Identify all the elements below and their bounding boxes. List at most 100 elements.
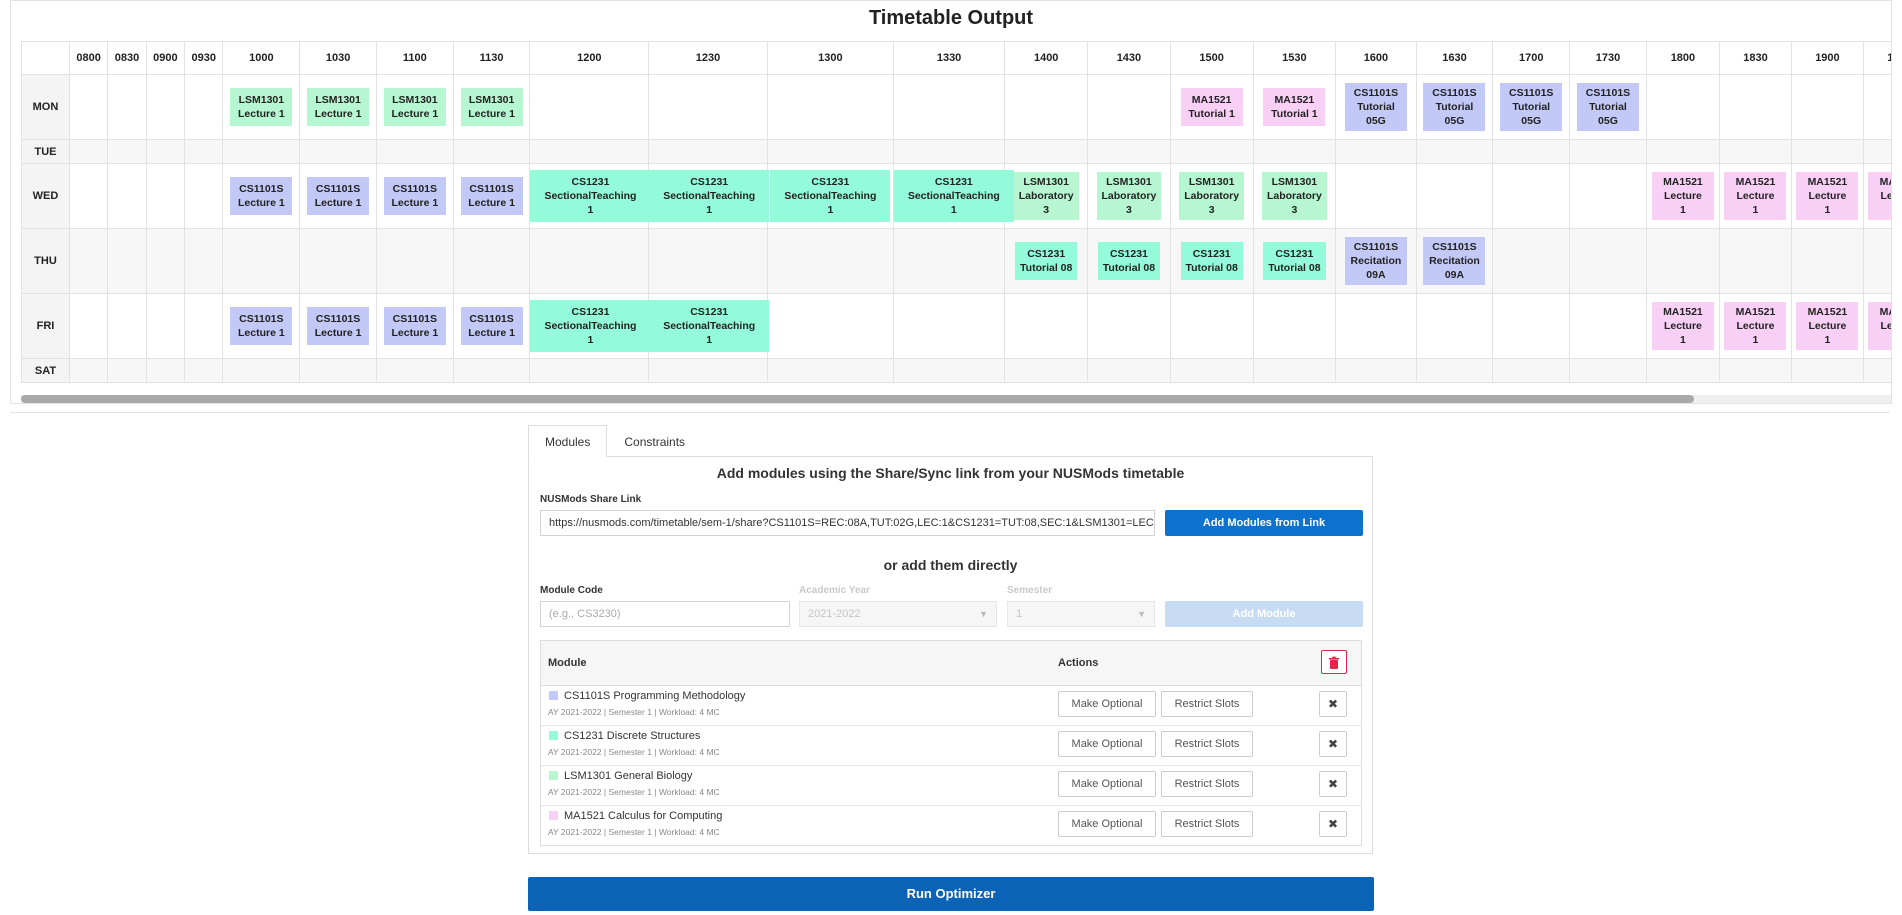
academic-year-select: 2021-2022 ▼ [799,601,997,627]
lesson-slot[interactable]: MA1521 Lecture 1 [1724,302,1787,350]
lesson-slot[interactable]: CS1101S Lecture 1 [307,177,370,215]
lesson-slot[interactable]: LSM1301 Lecture 1 [307,88,370,126]
lesson-slot[interactable]: LSM1301 Laboratory 3 [1179,172,1245,220]
day-label: WED [21,163,70,229]
scrollbar-thumb[interactable] [21,395,1695,403]
lesson-slot[interactable]: CS1231 SectionalTeaching 1 [770,170,891,222]
lesson-slot[interactable]: LSM1301 Lecture 1 [230,88,293,126]
tab-constraints[interactable]: Constraints [624,435,686,449]
lesson-slot[interactable]: LSM1301 Laboratory 3 [1013,172,1079,220]
timetable-cell [299,358,377,383]
timetable-cell [145,358,186,383]
timetable-cell: CS1231 Tutorial 08 [1169,228,1254,294]
timetable-cell: LSM1301 Lecture 1 [299,74,377,140]
timetable-cell [1004,293,1089,359]
timetable-cell: CS1101S Tutorial 05G [1335,74,1417,140]
lesson-slot[interactable]: MA1521 Lecture 1 [1651,172,1714,220]
share-link-input[interactable]: https://nusmods.com/timetable/sem-1/shar… [540,510,1155,536]
restrict-slots-button[interactable]: Restrict Slots [1161,771,1253,797]
make-optional-button[interactable]: Make Optional [1058,811,1156,837]
remove-module-button[interactable]: ✖ [1319,771,1347,797]
lesson-slot[interactable]: CS1231 SectionalTeaching 1 [530,170,651,222]
module-row: MA1521 Calculus for Computing AY 2021-202… [541,806,1361,845]
timetable-cell [1004,74,1089,140]
add-directly-heading: or add them directly [883,557,1018,573]
lesson-slot[interactable]: MA1521 Tutorial 1 [1180,88,1243,126]
lesson-slot[interactable]: CS1101S Lecture 1 [230,307,293,345]
lesson-slot[interactable]: CS1231 Tutorial 08 [1180,242,1243,280]
lesson-slot[interactable]: CS1101S Tutorial 05G [1500,83,1563,131]
timetable-cell: LSM1301 Laboratory 3 [1004,163,1089,229]
lesson-slot[interactable]: CS1231 SectionalTeaching 1 [893,170,1014,222]
clear-all-modules-button[interactable] [1321,650,1347,674]
module-color-swatch [549,691,558,700]
lesson-slot[interactable]: MA1521 Lecture 1 [1796,172,1859,220]
timetable-cell: MA1521 Lecture 1 [1719,293,1792,359]
lesson-slot[interactable]: CS1231 SectionalTeaching 1 [649,170,770,222]
lesson-slot[interactable]: CS1231 SectionalTeaching 1 [530,300,651,352]
lesson-slot[interactable]: CS1231 Tutorial 08 [1015,242,1078,280]
timetable-cell [299,228,377,294]
lesson-slot[interactable]: CS1101S Recitation 09A [1423,237,1486,285]
lesson-slot[interactable]: CS1101S Lecture 1 [460,307,523,345]
time-header: 1830 [1719,41,1792,75]
timetable-cell [1335,358,1417,383]
timetable-cell [1569,358,1647,383]
lesson-slot[interactable]: MA1521 Lecture 1 [1651,302,1714,350]
timetable-horizontal-scrollbar[interactable] [21,395,1891,403]
lesson-slot[interactable]: LSM1301 Laboratory 3 [1261,172,1327,220]
modules-table-header: Module Actions [541,641,1361,686]
timetable-cell [1169,139,1254,164]
tab-modules[interactable]: Modules [528,425,608,457]
lesson-slot[interactable]: CS1101S Tutorial 05G [1344,83,1407,131]
day-label: SAT [21,358,70,383]
remove-module-button[interactable]: ✖ [1319,811,1347,837]
lesson-slot[interactable]: CS1101S Tutorial 05G [1576,83,1639,131]
restrict-slots-button[interactable]: Restrict Slots [1161,731,1253,757]
timetable-cell [1790,74,1864,140]
lesson-slot[interactable]: MA1521 Lecture 1 [1724,172,1787,220]
lesson-slot[interactable]: CS1101S Lecture 1 [383,177,446,215]
timetable-cell [145,228,186,294]
semester-value: 1 [1016,608,1023,620]
time-header: 1100 [375,41,454,75]
chevron-down-icon: ▼ [1137,609,1146,619]
timetable-cell [529,358,650,383]
lesson-slot[interactable]: LSM1301 Lecture 1 [460,88,523,126]
lesson-slot[interactable]: LSM1301 Lecture 1 [383,88,446,126]
timetable-cell: LSM1301 Lecture 1 [452,74,531,140]
tab-bar: Modules Constraints [528,425,1373,457]
restrict-slots-button[interactable]: Restrict Slots [1161,691,1253,717]
lesson-slot[interactable]: CS1101S Lecture 1 [383,307,446,345]
remove-module-button[interactable]: ✖ [1319,731,1347,757]
lesson-slot[interactable]: MA1521 Tutorial 1 [1263,88,1326,126]
make-optional-button[interactable]: Make Optional [1058,691,1156,717]
lesson-slot[interactable]: CS1101S Lecture 1 [307,307,370,345]
module-meta: AY 2021-2022 | Semester 1 | Workload: 4 … [548,747,720,757]
lesson-slot[interactable]: CS1101S Tutorial 05G [1423,83,1486,131]
lesson-slot[interactable]: CS1231 SectionalTeaching 1 [649,300,770,352]
restrict-slots-button[interactable]: Restrict Slots [1161,811,1253,837]
timetable-title: Timetable Output [868,7,1034,29]
module-code-input[interactable]: (e.g., CS3230) [540,601,790,627]
lesson-slot[interactable]: MA1521 Lecture 1 [1868,302,1891,350]
lesson-slot[interactable]: MA1521 Lecture 1 [1796,302,1859,350]
time-header: 1430 [1087,41,1171,75]
lesson-slot[interactable]: CS1231 Tutorial 08 [1097,242,1161,280]
lesson-slot[interactable]: MA1521 Lecture 1 [1868,172,1891,220]
make-optional-button[interactable]: Make Optional [1058,731,1156,757]
lesson-slot[interactable]: CS1231 Tutorial 08 [1263,242,1326,280]
make-optional-button[interactable]: Make Optional [1058,771,1156,797]
run-optimizer-button[interactable]: Run Optimizer [528,877,1374,911]
timetable-scroll-area[interactable]: 0800 0830 0900 0930 1000 1030 1100 1130 1200 1230… [21,41,1891,395]
close-icon: ✖ [1327,817,1339,831]
lesson-slot[interactable]: LSM1301 Laboratory 3 [1096,172,1162,220]
lesson-slot[interactable]: CS1101S Lecture 1 [460,177,523,215]
remove-module-button[interactable]: ✖ [1319,691,1347,717]
timetable-cell [1252,293,1337,359]
day-row: THU CS1231 Tutorial 08 CS1231 Tutorial 08 C… [21,228,1891,294]
lesson-slot[interactable]: CS1101S Recitation 09A [1344,237,1407,285]
add-modules-from-link-button[interactable]: Add Modules from Link [1165,510,1363,536]
timetable-cell [1252,139,1337,164]
lesson-slot[interactable]: CS1101S Lecture 1 [230,177,293,215]
